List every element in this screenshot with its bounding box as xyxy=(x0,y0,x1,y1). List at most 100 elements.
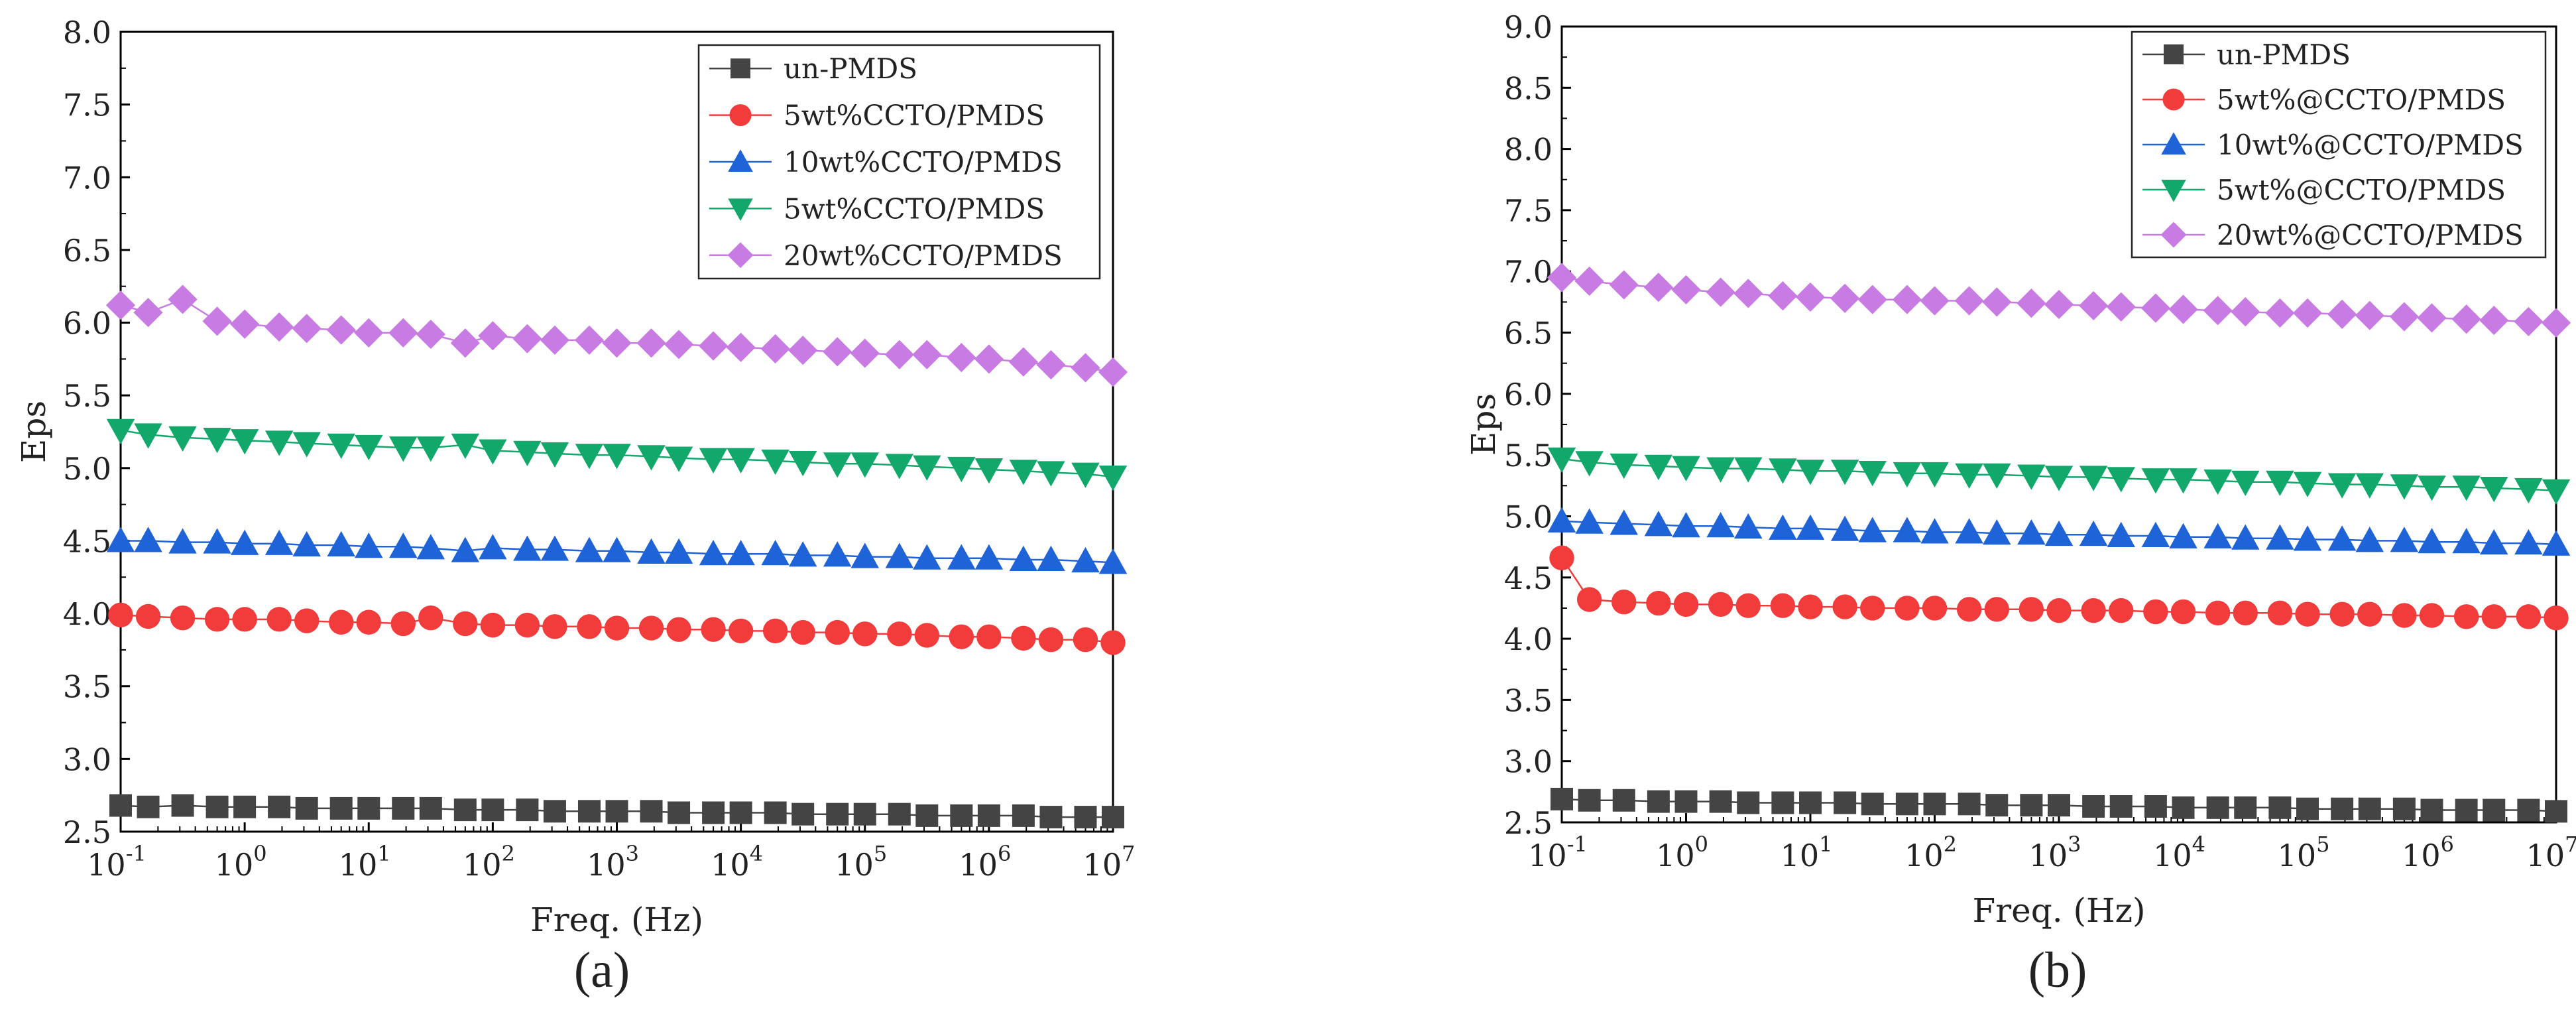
data-point xyxy=(1832,594,1857,619)
x-tick-label: 105 xyxy=(2278,832,2330,873)
x-tick-base: 10 xyxy=(587,847,626,883)
data-point xyxy=(790,619,815,645)
data-point xyxy=(2266,524,2294,550)
data-point xyxy=(2296,797,2319,820)
data-point xyxy=(480,612,506,638)
legend: un-PMDS 5wt%CCTO/PMDS 10wt%CCTO/PMDS 5wt%CC… xyxy=(697,44,1101,280)
panel-label-a: (a) xyxy=(574,942,630,998)
data-point xyxy=(2266,470,2294,497)
legend-label: 5wt%@CCTO/PMDS xyxy=(2217,174,2506,206)
x-tick-base: 10 xyxy=(1904,838,1944,873)
data-point xyxy=(823,337,852,367)
data-point xyxy=(2267,600,2293,626)
data-point xyxy=(392,796,415,820)
data-point xyxy=(354,318,384,348)
data-point xyxy=(2480,529,2508,555)
data-point xyxy=(2514,477,2543,504)
data-point xyxy=(666,617,691,642)
data-point xyxy=(2143,599,2168,625)
legend-marker xyxy=(2160,222,2187,248)
data-point xyxy=(760,334,790,364)
data-point xyxy=(1009,460,1038,485)
data-point xyxy=(2358,797,2381,820)
y-tick-label: 7.5 xyxy=(1504,193,1552,229)
data-point xyxy=(950,804,973,827)
data-point xyxy=(478,321,508,351)
data-point xyxy=(512,324,542,353)
data-point xyxy=(2516,604,2542,629)
y-tick-label: 7.5 xyxy=(63,88,111,123)
data-point xyxy=(699,448,728,474)
data-point xyxy=(2107,521,2135,547)
data-point xyxy=(2327,525,2357,551)
x-tick-base: 10 xyxy=(959,847,998,883)
x-tick-label: 105 xyxy=(835,841,887,883)
data-point xyxy=(1547,263,1577,292)
data-point xyxy=(1734,457,1763,483)
x-tick-exponent: 2 xyxy=(1944,832,1957,857)
data-point xyxy=(726,332,756,362)
data-point xyxy=(1734,513,1763,539)
x-tick-label: 100 xyxy=(1656,832,1708,873)
panel-label-b: (b) xyxy=(2028,942,2087,998)
data-point xyxy=(2203,296,2233,326)
data-point xyxy=(389,532,418,558)
data-point xyxy=(913,544,941,570)
x-tick-base: 10 xyxy=(1781,838,1820,873)
data-point xyxy=(1954,286,1984,316)
data-point xyxy=(230,529,259,555)
legend-marker xyxy=(731,58,750,79)
x-tick-exponent: 2 xyxy=(501,841,514,866)
data-point xyxy=(1706,277,1735,307)
x-tick-label: 103 xyxy=(2029,832,2081,873)
legend: un-PMDS 5wt%@CCTO/PMDS 10wt%@CCTO/PMDS 5wt%… xyxy=(2131,31,2547,259)
data-point xyxy=(852,621,878,647)
data-point xyxy=(264,430,294,456)
x-tick-label: 104 xyxy=(2153,832,2205,873)
data-point xyxy=(2451,304,2481,334)
data-point xyxy=(2109,795,2133,818)
x-tick-label: 104 xyxy=(711,841,763,883)
data-point xyxy=(451,433,480,459)
data-point xyxy=(2048,794,2070,817)
data-point xyxy=(203,528,231,554)
data-point xyxy=(388,318,418,348)
x-tick-label: 103 xyxy=(587,841,639,883)
series-2 xyxy=(108,602,1126,655)
data-point xyxy=(2144,795,2167,818)
x-tick-base: 10 xyxy=(2278,838,2317,873)
data-point xyxy=(389,436,418,462)
data-point xyxy=(1769,458,1797,484)
data-point xyxy=(1830,515,1859,541)
data-point xyxy=(2544,605,2569,631)
data-point xyxy=(727,448,755,474)
data-point xyxy=(2081,598,2106,623)
data-point xyxy=(2541,308,2571,338)
data-point xyxy=(636,328,666,358)
y-tick-label: 7.0 xyxy=(63,160,111,196)
data-point xyxy=(575,537,604,562)
data-point xyxy=(976,624,1002,649)
data-point xyxy=(2172,796,2195,819)
series-4 xyxy=(1547,447,2571,505)
data-point xyxy=(913,455,941,481)
data-point xyxy=(1674,790,1698,813)
data-point xyxy=(949,624,974,649)
x-tick-base: 10 xyxy=(1528,838,1567,873)
data-point xyxy=(481,798,504,822)
data-point xyxy=(2452,476,2481,501)
data-point xyxy=(108,602,133,627)
data-point xyxy=(1893,462,1922,488)
y-tick-label: 4.5 xyxy=(63,523,111,559)
data-point xyxy=(1610,509,1638,535)
y-tick-label: 3.5 xyxy=(1504,682,1552,718)
data-point xyxy=(1039,806,1063,829)
y-tick-label: 5.5 xyxy=(63,378,111,414)
data-point xyxy=(887,621,912,647)
data-point xyxy=(264,529,294,555)
x-tick-label: 100 xyxy=(215,841,267,883)
data-point xyxy=(1892,285,1922,314)
data-point xyxy=(2079,520,2108,546)
data-point xyxy=(105,290,136,320)
data-point xyxy=(1769,514,1797,540)
